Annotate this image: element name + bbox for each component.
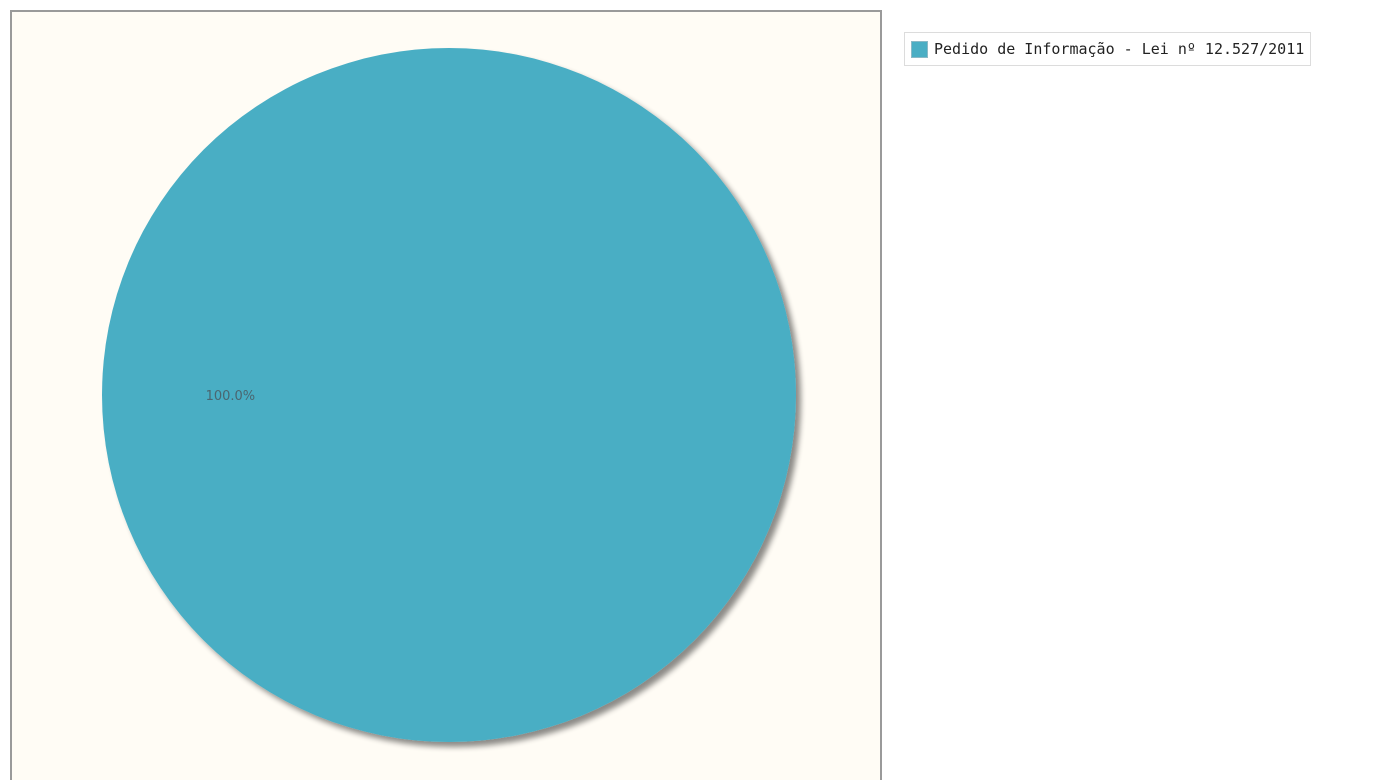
pie-chart: 100.0% bbox=[102, 48, 796, 742]
pie-slice bbox=[102, 48, 796, 742]
chart-legend: Pedido de Informação - Lei nº 12.527/201… bbox=[904, 32, 1312, 66]
pie-slice-label: 100.0% bbox=[206, 389, 256, 404]
legend-swatch bbox=[911, 40, 928, 58]
legend-item-label: Pedido de Informação - Lei nº 12.527/201… bbox=[934, 40, 1305, 58]
chart-plot-area: 100.0% bbox=[10, 10, 882, 780]
